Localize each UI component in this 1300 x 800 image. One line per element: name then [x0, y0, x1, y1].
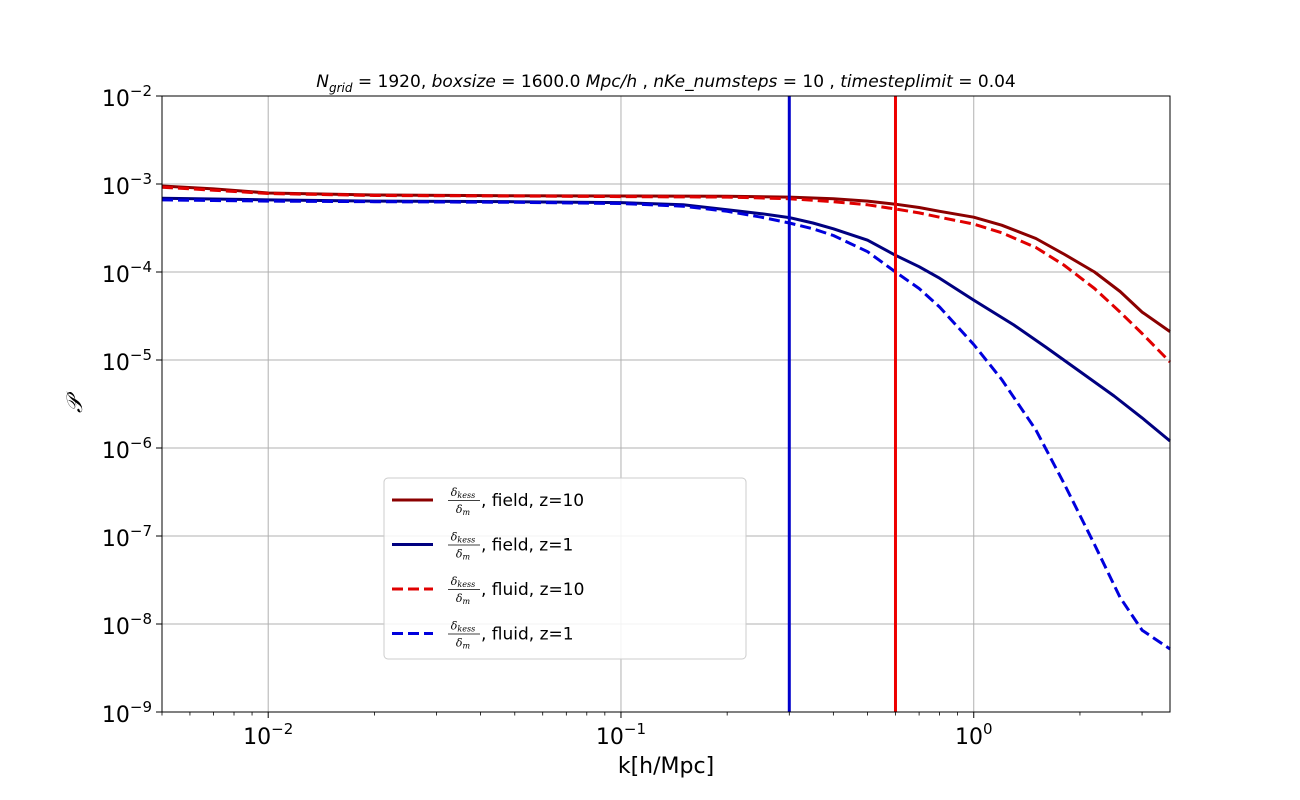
y-tick-label: 10−4: [102, 258, 152, 288]
legend-entry: δkess δm , fluid, z=1: [392, 620, 574, 651]
title-n-subscript: grid: [329, 81, 353, 95]
legend-frac-numerator: δkess: [451, 531, 475, 545]
vertical-reference-lines: [787, 96, 897, 712]
legend-entry: δkess δm , field, z=10: [392, 486, 584, 517]
x-tick-label: 10−1: [596, 720, 646, 750]
title-separator-1: ,: [637, 72, 653, 92]
y-tick-label: 10−5: [102, 346, 152, 376]
y-tick-label: 10−7: [102, 522, 152, 552]
legend-label: , fluid, z=1: [481, 625, 574, 645]
title-boxsize-unit: Mpc/h: [586, 72, 637, 92]
x-tick-label: 100: [955, 720, 993, 750]
legend-frac-denominator: δm: [456, 592, 471, 606]
legend-frac-denominator: δm: [456, 637, 471, 651]
y-tick-label: 10−3: [102, 170, 152, 200]
legend-label: , field, z=10: [481, 491, 584, 511]
chart-title: Ngrid = 1920, boxsize = 1600.0 Mpc/h , n…: [316, 72, 1015, 95]
y-tick-label: 10−8: [102, 610, 152, 640]
legend-label: , field, z=1: [481, 536, 573, 556]
title-timesteplimit-value: = 0.04: [953, 72, 1016, 92]
series-line-3: [161, 198, 1171, 651]
x-tick-label: 10−2: [243, 720, 293, 750]
axis-ticks: 10−2 10−1 100 10−9 10−8 10−7 10−6 10−5 10−4 10−3 1…: [102, 82, 1143, 750]
legend-frame: [383, 477, 747, 660]
legend-frac-denominator: δm: [456, 503, 471, 517]
plot-frame: [161, 95, 1171, 713]
title-numsteps: nKe_numsteps: [653, 72, 777, 92]
title-separator-2: ,: [824, 72, 840, 92]
legend-entry: δkess δm , field, z=1: [392, 531, 573, 562]
title-boxsize: boxsize: [432, 72, 496, 92]
legend-label: , fluid, z=10: [481, 580, 584, 600]
y-tick-label: 10−6: [102, 434, 152, 464]
y-tick-label: 10−2: [102, 82, 152, 112]
title-n-symbol: N: [316, 72, 329, 92]
title-n-value: = 1920,: [353, 72, 432, 92]
legend-entry: δkess δm , fluid, z=10: [392, 575, 584, 606]
legend-frac-numerator: δkess: [451, 620, 475, 634]
title-timesteplimit: timesteplimit: [840, 72, 954, 92]
y-axis-label: 𝒫: [63, 391, 88, 413]
title-boxsize-value: = 1600.0: [496, 72, 586, 92]
title-numsteps-value: = 10: [777, 72, 824, 92]
series-line-0: [161, 184, 1171, 333]
legend-frac-numerator: δkess: [451, 575, 475, 589]
legend-frac-numerator: δkess: [451, 486, 475, 500]
x-axis-label: k[h/Mpc]: [618, 754, 714, 779]
legend-frac-denominator: δm: [456, 548, 471, 562]
y-tick-label: 10−9: [102, 698, 152, 728]
series-line-2: [161, 185, 1172, 364]
